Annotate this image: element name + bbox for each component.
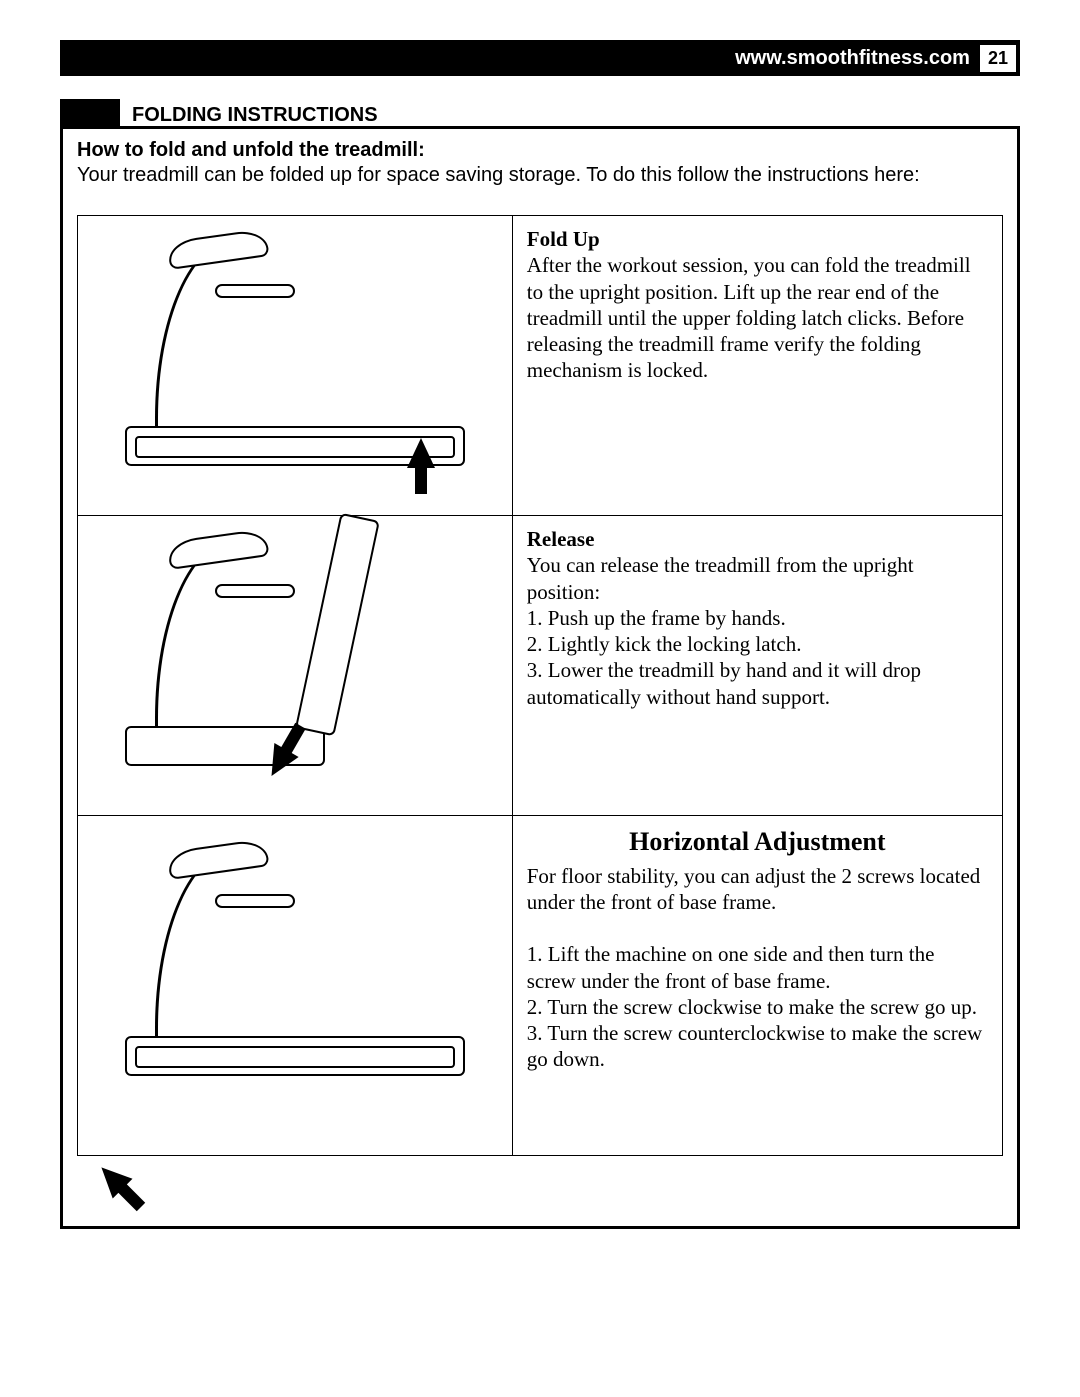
horizontal-steps: 1. Lift the machine on one side and then… <box>527 941 988 1072</box>
instruction-table: Fold Up After the workout session, you c… <box>77 215 1003 1156</box>
release-title: Release <box>527 527 595 551</box>
table-row: Horizontal Adjustment For floor stabilit… <box>78 816 1003 1156</box>
section-tab-block <box>60 99 120 129</box>
list-item: 1. Push up the frame by hands. <box>527 605 988 631</box>
list-item: 1. Lift the machine on one side and then… <box>527 941 988 994</box>
table-row: Fold Up After the workout session, you c… <box>78 216 1003 516</box>
fold-up-text-cell: Fold Up After the workout session, you c… <box>512 216 1002 516</box>
list-item: 2. Turn the screw clockwise to make the … <box>527 994 988 1020</box>
page-header-bar: www.smoothfitness.com 21 <box>60 40 1020 76</box>
fold-up-illustration <box>78 216 513 516</box>
treadmill-level-diagram <box>125 836 465 1086</box>
section-body: How to fold and unfold the treadmill: Yo… <box>60 129 1020 1229</box>
list-item: 3. Lower the treadmill by hand and it wi… <box>527 657 988 710</box>
release-steps: 1. Push up the frame by hands. 2. Lightl… <box>527 605 988 710</box>
page-number: 21 <box>980 45 1016 72</box>
treadmill-folded-diagram <box>125 526 465 776</box>
horizontal-text-cell: Horizontal Adjustment For floor stabilit… <box>512 816 1002 1156</box>
treadmill-flat-diagram <box>125 226 465 476</box>
horizontal-intro: For floor stability, you can adjust the … <box>527 864 981 914</box>
release-text-cell: Release You can release the treadmill fr… <box>512 516 1002 816</box>
list-item: 2. Lightly kick the locking latch. <box>527 631 988 657</box>
table-row: Release You can release the treadmill fr… <box>78 516 1003 816</box>
horizontal-title: Horizontal Adjustment <box>527 826 988 859</box>
fold-up-body: After the workout session, you can fold … <box>527 253 971 382</box>
folding-instructions-section: FOLDING INSTRUCTIONS How to fold and unf… <box>60 126 1020 1229</box>
arrow-up-icon <box>407 438 435 468</box>
release-illustration <box>78 516 513 816</box>
section-title: FOLDING INSTRUCTIONS <box>120 104 378 129</box>
list-item: 3. Turn the screw counterclockwise to ma… <box>527 1020 988 1073</box>
section-tab: FOLDING INSTRUCTIONS <box>60 99 378 129</box>
intro-text: Your treadmill can be folded up for spac… <box>77 164 1003 187</box>
horizontal-illustration <box>78 816 513 1156</box>
manual-page: www.smoothfitness.com 21 FOLDING INSTRUC… <box>0 0 1080 1269</box>
intro-heading: How to fold and unfold the treadmill: <box>77 139 1003 162</box>
header-url: www.smoothfitness.com <box>735 47 980 70</box>
section-top-rule: FOLDING INSTRUCTIONS <box>60 126 1020 129</box>
fold-up-title: Fold Up <box>527 227 600 251</box>
arrow-corner-icon <box>91 1157 132 1198</box>
release-intro: You can release the treadmill from the u… <box>527 553 914 603</box>
